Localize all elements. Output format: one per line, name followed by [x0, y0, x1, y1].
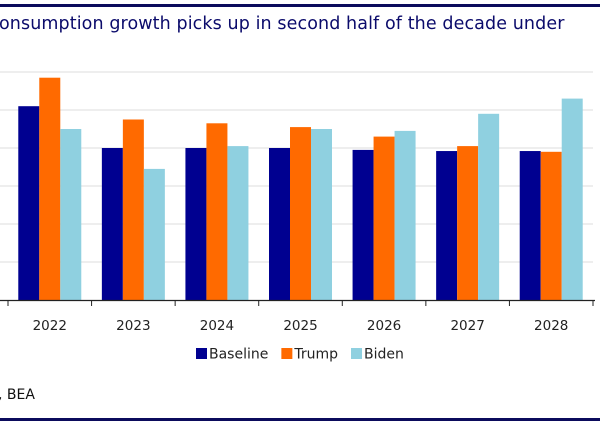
bar-baseline-2027	[436, 151, 458, 300]
source-note: , BEA	[0, 387, 35, 403]
bar-biden-2028	[561, 98, 583, 300]
x-tick-label: 2026	[367, 318, 401, 334]
x-tick-label: 2022	[33, 318, 67, 334]
legend-swatch-trump	[281, 348, 293, 359]
bar-biden-2022	[60, 129, 82, 300]
bar-baseline-2026	[352, 149, 374, 300]
x-tick-label: 2027	[450, 318, 484, 334]
bar-biden-2023	[143, 168, 165, 300]
bar-trump-2026	[373, 136, 395, 300]
bar-trump-2023	[122, 119, 144, 300]
legend-label-baseline: Baseline	[209, 347, 268, 363]
bar-baseline-2024	[185, 148, 207, 300]
bottom-border	[0, 418, 600, 421]
bar-biden-2026	[394, 130, 416, 300]
legend-swatch-baseline	[196, 348, 207, 359]
bar-trump-2025	[290, 127, 311, 300]
bar-trump-2028	[540, 151, 562, 300]
legend-label-biden: Biden	[364, 347, 404, 363]
x-tick-label: 2028	[534, 318, 568, 334]
bar-baseline-2023	[101, 148, 123, 300]
bar-biden-2025	[311, 129, 332, 300]
legend-swatch-biden	[351, 348, 363, 359]
x-tick-label: 2024	[200, 318, 234, 334]
bar-trump-2027	[457, 146, 479, 300]
chart-title: onsumption growth picks up in second hal…	[0, 14, 565, 34]
bar-biden-2024	[227, 146, 249, 300]
bar-baseline-2022	[18, 106, 40, 300]
bar-trump-2024	[206, 123, 228, 300]
bar-biden-2027	[478, 113, 500, 300]
x-tick-label: 2025	[283, 318, 317, 334]
x-tick-label: 2023	[116, 318, 150, 334]
bar-trump-2022	[39, 77, 61, 300]
top-border	[0, 4, 600, 7]
bar-baseline-2028	[519, 151, 541, 300]
bar-baseline-2025	[269, 148, 290, 300]
legend-label-trump: Trump	[293, 347, 338, 363]
